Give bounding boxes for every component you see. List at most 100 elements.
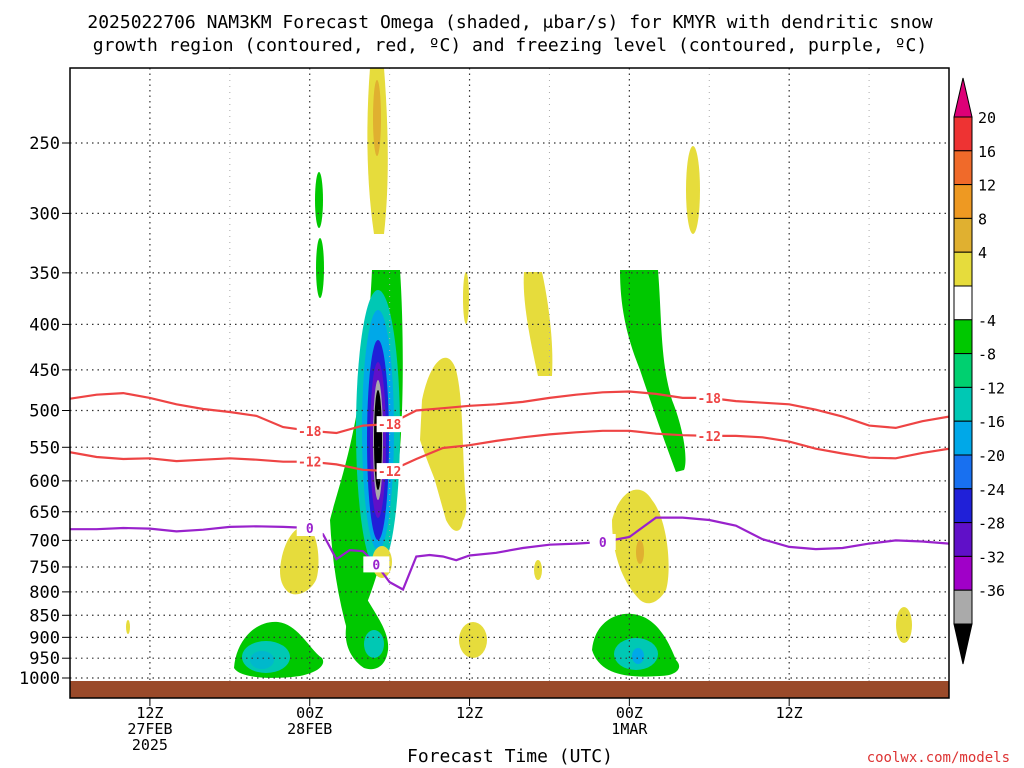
x-tick-label: 27FEB xyxy=(127,720,172,738)
contour-line xyxy=(70,390,949,435)
colorbar-swatch xyxy=(953,116,973,152)
contour-label: 0 xyxy=(306,522,314,537)
colorbar-swatch xyxy=(953,184,973,219)
colorbar-label: -28 xyxy=(978,515,1005,533)
x-tick-label: 00Z xyxy=(296,704,323,722)
x-tick-label: 1MAR xyxy=(611,720,648,738)
colorbar-label: -36 xyxy=(978,582,1005,600)
colorbar-label: -20 xyxy=(978,447,1005,465)
x-tick-label: 00Z xyxy=(616,704,643,722)
x-tick-label: 12Z xyxy=(136,704,163,722)
colorbar-swatch xyxy=(953,589,973,625)
colorbar-label: 16 xyxy=(978,143,996,161)
omega-cell-yellow-center-2 xyxy=(432,462,463,531)
colorbar-label: -32 xyxy=(978,548,1005,566)
x-tick-label: 12Z xyxy=(776,704,803,722)
contour-label-bg xyxy=(376,416,403,433)
colorbar-label: -4 xyxy=(978,312,996,330)
y-tick-label: 1000 xyxy=(19,669,60,689)
contour-label: -18 xyxy=(298,425,322,440)
omega-cell-yellow-small-4 xyxy=(896,607,912,643)
y-tick-label: 900 xyxy=(29,628,60,648)
colorbar-swatch xyxy=(953,285,973,321)
omega-cell-yellow-small-3 xyxy=(534,560,542,580)
omega-cell-blue-low-right xyxy=(632,648,644,664)
plot-frame xyxy=(69,67,950,699)
colorbar: 20 16 12 8 4 -4 -8 -12 -16 -20 -24 -28 -32 -36 xyxy=(953,77,1005,665)
colorbar-swatch xyxy=(953,150,973,186)
y-axis: 2503003504004505005506006507007508008509… xyxy=(19,134,70,689)
contour-line xyxy=(70,516,949,592)
omega-cell-green-upper-2 xyxy=(316,238,324,298)
omega-cell-green-right xyxy=(620,270,686,472)
x-axis-label: Forecast Time (UTC) xyxy=(407,746,613,767)
x-tick-label: 28FEB xyxy=(287,720,332,738)
colorbar-label: -24 xyxy=(978,481,1005,499)
colorbar-swatch xyxy=(953,420,973,456)
y-tick-label: 500 xyxy=(29,402,60,422)
colorbar-swatch xyxy=(953,217,973,253)
y-tick-label: 300 xyxy=(29,204,60,224)
contour-label-bg xyxy=(589,534,616,551)
y-tick-label: 800 xyxy=(29,583,60,603)
y-tick-label: 550 xyxy=(29,438,60,458)
colorbar-label: 12 xyxy=(978,177,996,195)
y-tick-label: 450 xyxy=(29,361,60,381)
y-tick-label: 700 xyxy=(29,531,60,551)
colorbar-bottom-arrow xyxy=(953,623,973,665)
y-tick-label: 850 xyxy=(29,606,60,626)
y-tick-label: 650 xyxy=(29,503,60,523)
colorbar-swatch xyxy=(953,386,973,422)
credit-text: coolwx.com/models xyxy=(867,750,1010,766)
colorbar-label: -8 xyxy=(978,346,996,364)
contour-label-bg xyxy=(696,389,723,406)
contour-label: 0 xyxy=(599,536,607,551)
contour-line xyxy=(70,429,949,473)
y-tick-label: 250 xyxy=(29,134,60,154)
temperature-contours: -18 -18 -18 -12 -12 -12 0 0 0 xyxy=(70,389,949,592)
omega-cell-yellow-right-upper xyxy=(686,146,700,234)
omega-cell-lightteal-low-left xyxy=(250,651,274,669)
colorbar-swatch xyxy=(953,522,973,557)
omega-cell-green-upper-1 xyxy=(315,172,323,228)
colorbar-top-arrow xyxy=(953,77,973,118)
y-tick-label: 950 xyxy=(29,649,60,669)
contour-label: -12 xyxy=(698,430,721,445)
omega-cell-yellow-left-low xyxy=(280,526,319,595)
contour-label: -12 xyxy=(298,456,321,471)
contour-label: -18 xyxy=(698,392,722,407)
colorbar-swatch xyxy=(953,488,973,524)
y-tick-label: 400 xyxy=(29,315,60,335)
colorbar-swatch xyxy=(953,353,973,388)
contour-label-bg xyxy=(363,556,390,573)
x-tick-label: 2025 xyxy=(132,736,168,754)
colorbar-swatch xyxy=(953,319,973,355)
plot-background xyxy=(70,68,949,698)
omega-cell-yellow-sliver xyxy=(463,272,469,324)
omega-cell-orange-top xyxy=(373,80,381,156)
colorbar-label: -16 xyxy=(978,413,1005,431)
y-tick-label: 350 xyxy=(29,264,60,284)
omega-cell-teal-low-center xyxy=(364,630,384,658)
omega-cell-yellow-small-2 xyxy=(459,622,487,658)
ground-terrain xyxy=(70,681,949,698)
contour-label: -12 xyxy=(378,465,401,480)
y-tick-label: 600 xyxy=(29,472,60,492)
colorbar-label: 8 xyxy=(978,210,987,228)
y-tick-label: 750 xyxy=(29,558,60,578)
contour-label: -18 xyxy=(378,418,402,433)
omega-cell-orange-right-low xyxy=(636,540,644,564)
x-tick-label: 12Z xyxy=(456,704,483,722)
contour-label-bg xyxy=(696,427,723,444)
chart-title: 2025022706 NAM3KM Forecast Omega (shaded… xyxy=(87,12,932,33)
omega-cell-yellow-small-5 xyxy=(126,620,130,634)
contour-label: 0 xyxy=(372,558,380,573)
contour-label-bg xyxy=(376,463,403,480)
colorbar-label: -12 xyxy=(978,379,1005,397)
chart-subtitle: growth region (contoured, red, ºC) and f… xyxy=(93,35,927,56)
contour-label-bg xyxy=(296,453,323,470)
colorbar-swatch xyxy=(953,454,973,490)
colorbar-label: 4 xyxy=(978,244,987,262)
